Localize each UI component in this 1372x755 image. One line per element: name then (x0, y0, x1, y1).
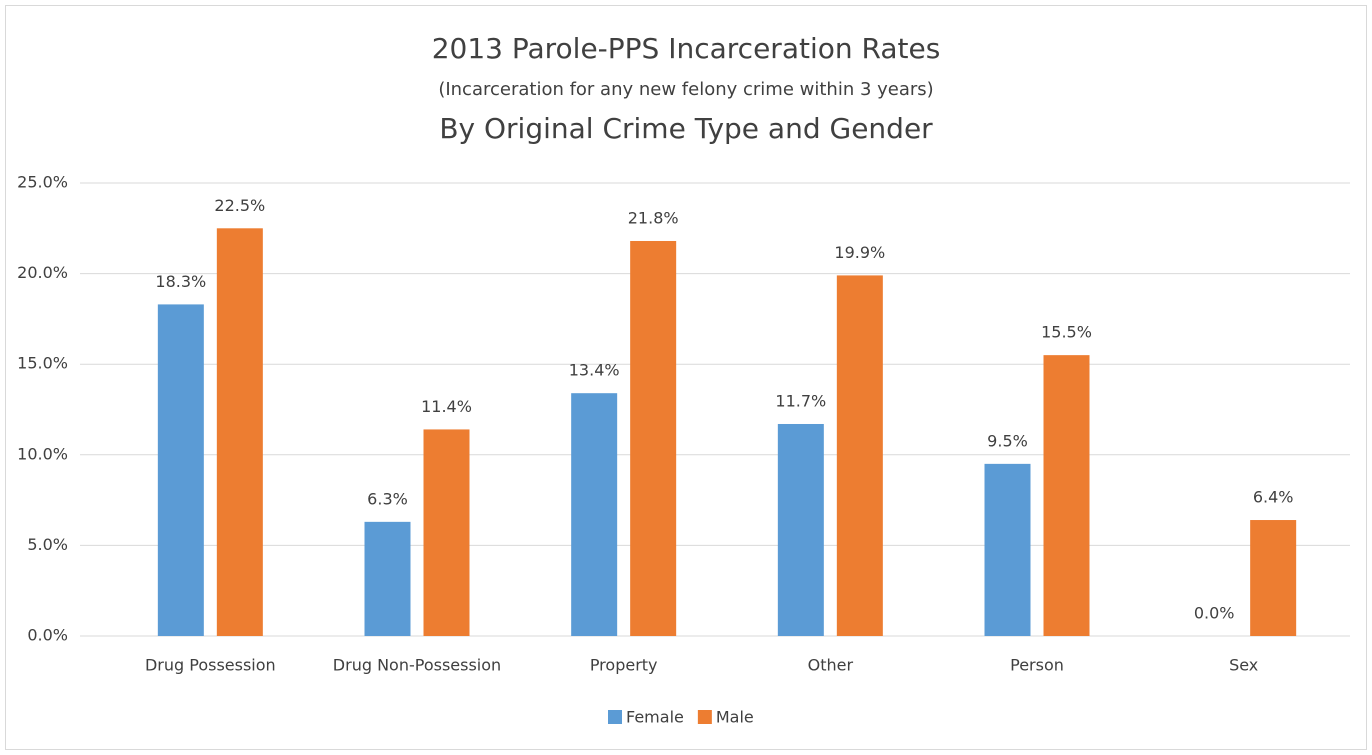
y-tick-label: 0.0% (27, 626, 68, 645)
legend-label: Female (626, 708, 684, 727)
bar (1250, 520, 1297, 636)
x-tick-label: Property (590, 656, 658, 675)
bar (1043, 355, 1090, 636)
data-label: 15.5% (1041, 323, 1092, 342)
bar (571, 393, 618, 636)
chart-subtitle: By Original Crime Type and Gender (439, 112, 933, 145)
data-label: 13.4% (569, 361, 620, 380)
bar (423, 429, 470, 636)
y-tick-label: 10.0% (17, 444, 68, 463)
bar (364, 521, 411, 636)
data-label: 11.7% (775, 391, 826, 410)
data-label: 0.0% (1194, 604, 1235, 623)
data-label: 21.8% (628, 208, 679, 227)
legend-swatch (697, 710, 712, 724)
y-tick-label: 25.0% (17, 173, 68, 192)
legend-swatch (608, 710, 622, 724)
bar (630, 240, 677, 636)
bar (216, 228, 263, 637)
bar (836, 275, 883, 636)
data-label: 11.4% (421, 397, 472, 416)
data-label: 9.5% (987, 431, 1028, 450)
x-tick-label: Drug Possession (145, 656, 276, 675)
data-label: 19.9% (834, 243, 885, 262)
chart-subtitle: (Incarceration for any new felony crime … (438, 79, 933, 100)
x-tick-label: Other (808, 656, 854, 675)
x-tick-label: Drug Non-Possession (333, 656, 501, 675)
data-label: 22.5% (214, 196, 265, 215)
y-tick-label: 15.0% (17, 354, 68, 373)
bar (777, 423, 824, 636)
bar (157, 304, 204, 636)
chart-title: 2013 Parole-PPS Incarceration Rates (432, 32, 941, 65)
y-tick-label: 5.0% (27, 535, 68, 554)
data-label: 18.3% (155, 272, 206, 291)
bar (984, 463, 1031, 636)
legend-label: Male (716, 708, 754, 727)
x-tick-label: Person (1010, 656, 1064, 675)
data-label: 6.3% (367, 489, 408, 508)
y-tick-label: 20.0% (17, 263, 68, 282)
data-label: 6.4% (1253, 488, 1294, 507)
x-tick-label: Sex (1229, 656, 1258, 675)
